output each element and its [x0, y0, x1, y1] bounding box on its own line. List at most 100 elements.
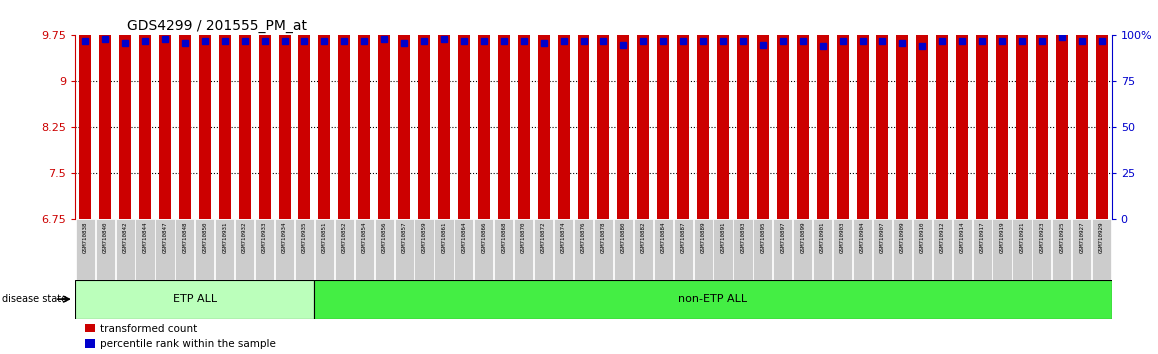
- Text: GSM710917: GSM710917: [980, 221, 984, 253]
- Bar: [457, 0, 470, 219]
- Text: GSM710929: GSM710929: [1099, 221, 1105, 253]
- FancyBboxPatch shape: [274, 219, 294, 280]
- Bar: [697, 0, 709, 219]
- Bar: [916, 0, 929, 219]
- Text: GSM710934: GSM710934: [283, 221, 287, 253]
- Text: ETP ALL: ETP ALL: [173, 294, 217, 304]
- Bar: [816, 0, 829, 219]
- Text: GSM710891: GSM710891: [720, 221, 726, 253]
- FancyBboxPatch shape: [315, 219, 334, 280]
- Bar: [996, 0, 1009, 219]
- Legend: transformed count, percentile rank within the sample: transformed count, percentile rank withi…: [80, 320, 280, 353]
- Bar: [937, 0, 948, 219]
- FancyBboxPatch shape: [873, 219, 892, 280]
- FancyBboxPatch shape: [155, 219, 175, 280]
- Bar: [617, 0, 629, 219]
- Bar: [358, 0, 371, 219]
- Bar: [537, 0, 550, 219]
- FancyBboxPatch shape: [853, 219, 872, 280]
- Text: GSM710861: GSM710861: [441, 221, 447, 253]
- FancyBboxPatch shape: [295, 219, 314, 280]
- Bar: [478, 0, 490, 219]
- Text: GSM710914: GSM710914: [960, 221, 965, 253]
- Text: GSM710842: GSM710842: [123, 221, 127, 253]
- Text: GSM710878: GSM710878: [601, 221, 606, 253]
- Text: GSM710884: GSM710884: [661, 221, 666, 253]
- FancyBboxPatch shape: [335, 219, 354, 280]
- Text: GSM710864: GSM710864: [461, 221, 467, 253]
- Text: GSM710856: GSM710856: [382, 221, 387, 253]
- Bar: [398, 0, 410, 219]
- Bar: [957, 0, 968, 219]
- FancyBboxPatch shape: [913, 219, 932, 280]
- Bar: [1036, 0, 1048, 219]
- Text: GSM710912: GSM710912: [940, 221, 945, 253]
- FancyBboxPatch shape: [633, 219, 653, 280]
- Bar: [159, 0, 171, 219]
- FancyBboxPatch shape: [315, 280, 1112, 319]
- Text: GSM710919: GSM710919: [999, 221, 1004, 253]
- Bar: [100, 0, 111, 219]
- Text: disease state: disease state: [2, 294, 67, 304]
- FancyBboxPatch shape: [96, 219, 115, 280]
- Bar: [318, 0, 330, 219]
- FancyBboxPatch shape: [514, 219, 534, 280]
- Bar: [857, 0, 868, 219]
- FancyBboxPatch shape: [255, 219, 274, 280]
- Bar: [79, 0, 91, 219]
- Text: GSM710931: GSM710931: [222, 221, 227, 253]
- Bar: [279, 0, 291, 219]
- Text: GSM710933: GSM710933: [262, 221, 267, 253]
- Text: GSM710909: GSM710909: [900, 221, 904, 253]
- FancyBboxPatch shape: [196, 219, 214, 280]
- Bar: [658, 0, 669, 219]
- Text: GSM710852: GSM710852: [342, 221, 347, 253]
- Bar: [498, 0, 510, 219]
- FancyBboxPatch shape: [135, 219, 155, 280]
- FancyBboxPatch shape: [1053, 219, 1071, 280]
- Bar: [139, 0, 151, 219]
- Bar: [518, 0, 529, 219]
- Text: GSM710889: GSM710889: [701, 221, 705, 253]
- FancyBboxPatch shape: [534, 219, 554, 280]
- FancyBboxPatch shape: [694, 219, 712, 280]
- FancyBboxPatch shape: [774, 219, 792, 280]
- Text: GSM710903: GSM710903: [840, 221, 845, 253]
- FancyBboxPatch shape: [494, 219, 513, 280]
- FancyBboxPatch shape: [235, 219, 255, 280]
- FancyBboxPatch shape: [674, 219, 692, 280]
- FancyBboxPatch shape: [793, 219, 812, 280]
- FancyBboxPatch shape: [733, 219, 753, 280]
- Text: GSM710854: GSM710854: [361, 221, 367, 253]
- Text: GSM710927: GSM710927: [1079, 221, 1084, 253]
- FancyBboxPatch shape: [116, 219, 134, 280]
- Text: GSM710895: GSM710895: [761, 221, 765, 253]
- Text: GSM710844: GSM710844: [142, 221, 147, 253]
- FancyBboxPatch shape: [653, 219, 673, 280]
- FancyBboxPatch shape: [75, 280, 315, 319]
- FancyBboxPatch shape: [1072, 219, 1091, 280]
- Bar: [677, 0, 689, 219]
- FancyBboxPatch shape: [215, 219, 234, 280]
- FancyBboxPatch shape: [833, 219, 852, 280]
- Text: GSM710932: GSM710932: [242, 221, 247, 253]
- FancyBboxPatch shape: [574, 219, 593, 280]
- FancyBboxPatch shape: [614, 219, 633, 280]
- Bar: [258, 0, 271, 219]
- FancyBboxPatch shape: [75, 219, 95, 280]
- Text: GSM710882: GSM710882: [640, 221, 646, 253]
- Bar: [299, 0, 310, 219]
- Text: GSM710840: GSM710840: [103, 221, 108, 253]
- FancyBboxPatch shape: [973, 219, 991, 280]
- Bar: [777, 0, 789, 219]
- Text: GSM710859: GSM710859: [422, 221, 426, 253]
- Bar: [199, 0, 211, 219]
- FancyBboxPatch shape: [713, 219, 733, 280]
- Text: GSM710880: GSM710880: [621, 221, 625, 253]
- Bar: [119, 0, 131, 219]
- Bar: [757, 0, 769, 219]
- Bar: [637, 0, 650, 219]
- FancyBboxPatch shape: [454, 219, 474, 280]
- Text: GSM710851: GSM710851: [322, 221, 327, 253]
- Bar: [598, 0, 609, 219]
